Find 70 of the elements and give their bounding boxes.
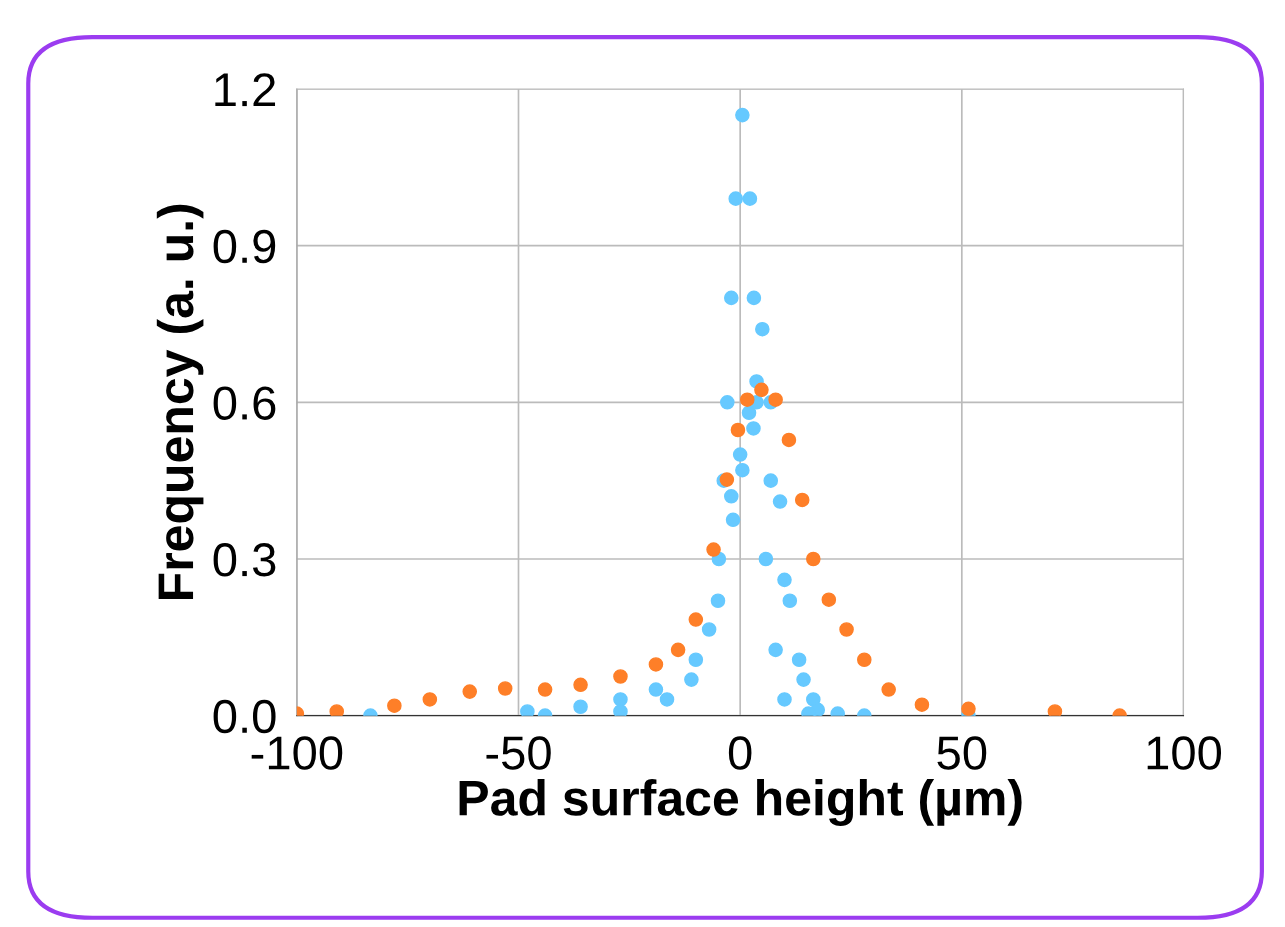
- point: [329, 704, 345, 716]
- point: [573, 677, 588, 693]
- point: [768, 392, 783, 407]
- point: [914, 697, 930, 712]
- point: [857, 652, 872, 668]
- point: [684, 672, 699, 687]
- point: [781, 432, 797, 448]
- point: [648, 657, 664, 672]
- point: [387, 698, 402, 714]
- point: [613, 692, 628, 707]
- point: [659, 692, 675, 707]
- point: [791, 652, 807, 668]
- point: [746, 290, 762, 306]
- y-axis-title: Frequency (a. u.): [156, 204, 204, 599]
- point: [763, 473, 779, 488]
- point: [735, 107, 750, 123]
- point: [724, 489, 739, 504]
- point: [839, 622, 854, 637]
- point: [710, 593, 726, 609]
- point: [735, 462, 750, 478]
- point: [462, 684, 478, 699]
- point: [1047, 704, 1063, 716]
- point: [725, 512, 741, 528]
- point: [777, 572, 792, 588]
- x-axis-title: Pad surface height (µm): [459, 779, 1022, 826]
- point: [746, 421, 761, 436]
- point: [728, 191, 744, 206]
- point: [724, 290, 739, 306]
- point: [688, 612, 704, 627]
- point: [796, 672, 811, 687]
- point: [772, 494, 788, 509]
- point: [961, 701, 976, 716]
- point: [768, 642, 783, 658]
- point: [537, 682, 553, 697]
- point: [881, 682, 896, 697]
- point: [782, 593, 798, 609]
- point: [794, 492, 810, 508]
- point: [688, 652, 704, 668]
- point: [732, 447, 748, 462]
- point: [648, 682, 664, 697]
- point: [720, 395, 735, 410]
- y-tick-label: 0.6: [213, 386, 276, 420]
- point: [422, 692, 438, 707]
- y-tick-label: 0.9: [213, 229, 276, 264]
- x-tick-label: 50: [937, 736, 987, 770]
- point: [613, 669, 628, 684]
- point: [730, 422, 746, 438]
- x-tick-label: 100: [1147, 736, 1222, 770]
- point: [806, 551, 821, 567]
- point: [777, 692, 792, 707]
- point: [742, 191, 758, 206]
- point: [670, 642, 686, 658]
- y-tick-label: 0.0: [213, 699, 276, 734]
- point: [821, 592, 837, 607]
- y-tick-label: 1.2: [215, 73, 276, 107]
- point: [741, 405, 757, 421]
- point: [497, 681, 513, 696]
- point: [613, 704, 628, 716]
- point: [520, 704, 535, 716]
- x-tick-label: -100: [251, 736, 343, 770]
- x-tick-label: -50: [486, 736, 551, 770]
- point: [754, 382, 769, 398]
- y-tick-label: 0.3: [213, 543, 276, 577]
- point: [758, 551, 774, 567]
- point: [701, 622, 717, 637]
- point: [706, 542, 721, 557]
- x-tick-label: 0: [728, 736, 752, 770]
- point: [739, 392, 755, 407]
- point: [755, 321, 770, 337]
- point: [573, 699, 588, 715]
